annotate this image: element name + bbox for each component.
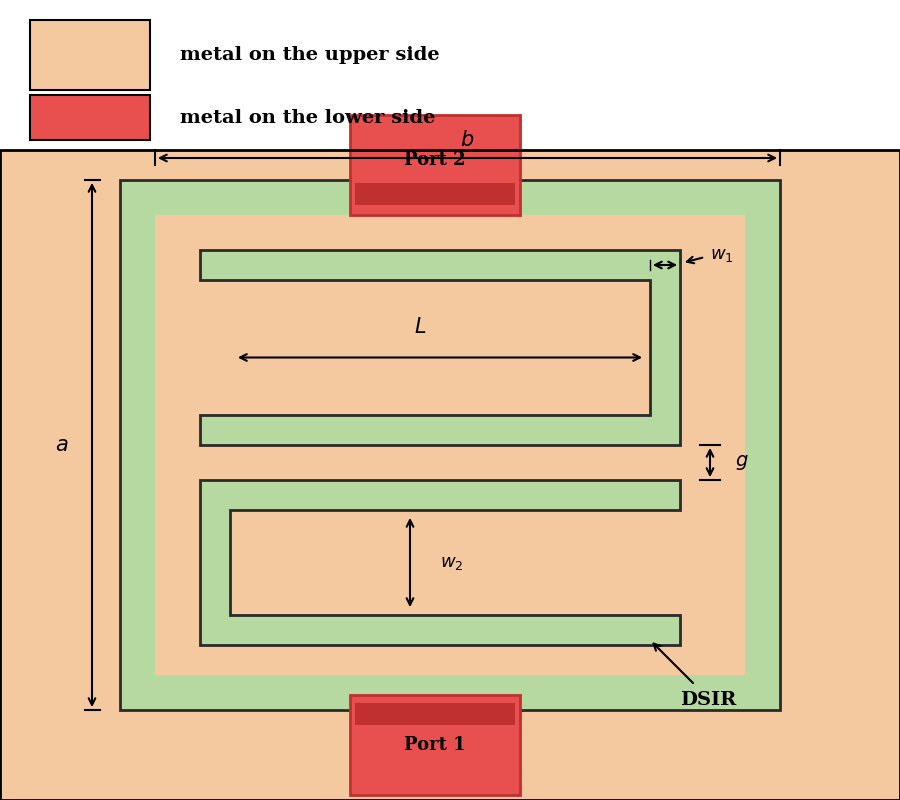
FancyBboxPatch shape [350, 695, 520, 795]
Text: $w_2$: $w_2$ [440, 554, 464, 571]
Text: DSIR: DSIR [680, 691, 736, 709]
Text: $g$: $g$ [735, 453, 749, 472]
FancyBboxPatch shape [350, 115, 520, 215]
FancyBboxPatch shape [355, 183, 515, 205]
PathPatch shape [200, 250, 680, 445]
Text: Port 2: Port 2 [404, 151, 466, 169]
PathPatch shape [200, 480, 680, 645]
FancyBboxPatch shape [355, 703, 515, 725]
Text: metal on the upper side: metal on the upper side [180, 46, 439, 64]
Text: metal on the lower side: metal on the lower side [180, 109, 436, 127]
Text: $a$: $a$ [55, 435, 68, 455]
Text: $b$: $b$ [461, 130, 474, 150]
Text: Port 1: Port 1 [404, 736, 466, 754]
FancyBboxPatch shape [230, 280, 680, 415]
FancyBboxPatch shape [200, 250, 680, 445]
FancyBboxPatch shape [155, 215, 745, 675]
FancyBboxPatch shape [0, 0, 900, 150]
FancyBboxPatch shape [30, 20, 150, 90]
FancyBboxPatch shape [30, 95, 150, 140]
Text: $w_1$: $w_1$ [710, 246, 734, 264]
FancyBboxPatch shape [120, 180, 780, 710]
Text: $L$: $L$ [414, 318, 427, 338]
FancyBboxPatch shape [155, 215, 745, 675]
FancyBboxPatch shape [155, 215, 745, 675]
FancyBboxPatch shape [200, 250, 680, 445]
